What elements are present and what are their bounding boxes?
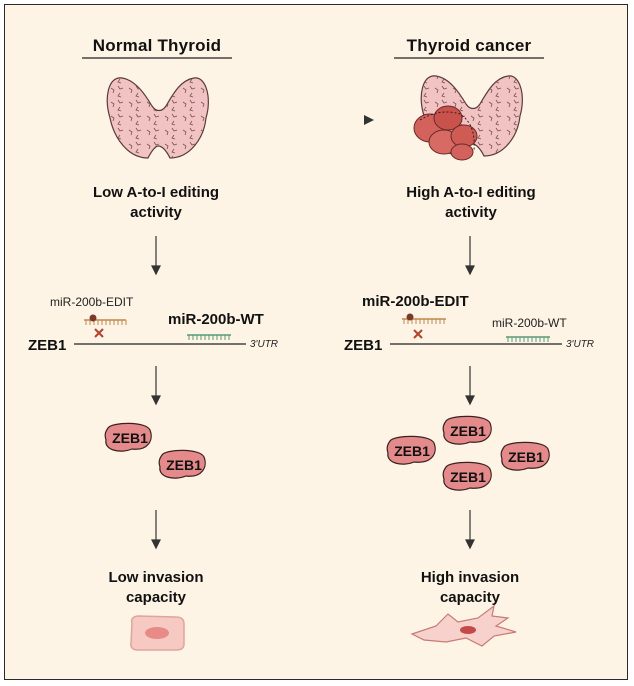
left-editing-line2: activity [130, 204, 182, 221]
right-editing-line1: High A-to-I editing [406, 184, 536, 201]
normal-thyroid-icon [106, 77, 209, 159]
left-protein-2 [158, 449, 206, 479]
right-protein-3 [500, 441, 550, 471]
left-editing-line1: Low A-to-I editing [92, 184, 220, 201]
right-utr-label: 3'UTR [566, 339, 595, 350]
right-title: Thyroid cancer [406, 36, 532, 55]
right-wt-mirna [506, 336, 550, 342]
right-protein-3-label: ZEB1 [508, 449, 544, 465]
right-inhibit-mark [413, 329, 423, 339]
right-editing-caption: High A-to-I editing activity [366, 183, 576, 223]
left-title: Normal Thyroid [92, 36, 222, 55]
left-wt-mirna [187, 334, 231, 340]
right-gene-label: ZEB1 [344, 337, 383, 354]
left-edit-mirna [84, 314, 127, 325]
left-inhibit-mark [94, 328, 104, 338]
right-invasion-line2: capacity [439, 589, 501, 606]
cancer-thyroid-icon [413, 75, 523, 161]
left-utr-label: 3'UTR [250, 339, 279, 350]
left-gene-label: ZEB1 [28, 337, 67, 354]
right-protein-4-label: ZEB1 [450, 469, 486, 485]
left-protein-1-label: ZEB1 [112, 430, 148, 446]
right-protein-2 [386, 435, 436, 465]
right-invasion-caption: High invasion capacity [390, 568, 550, 608]
right-mir-wt-label: miR-200b-WT [492, 316, 567, 330]
left-editing-caption: Low A-to-I editing activity [56, 183, 256, 223]
left-protein-2-label: ZEB1 [166, 457, 202, 473]
right-edit-mirna [402, 313, 446, 324]
right-protein-4 [442, 461, 492, 491]
left-mir-wt-label: miR-200b-WT [168, 311, 264, 328]
zeb1-protein-shapes [104, 415, 550, 491]
transition-arrowhead [364, 115, 374, 125]
left-mir-edit-label: miR-200b-EDIT [50, 295, 134, 309]
left-invasion-line2: capacity [125, 589, 187, 606]
flow-arrows [151, 236, 475, 550]
right-protein-1 [442, 415, 492, 445]
right-protein-2-label: ZEB1 [394, 443, 430, 459]
epithelial-cell-icon [130, 615, 185, 651]
right-invasion-line1: High invasion [420, 569, 520, 586]
right-editing-line2: activity [445, 204, 497, 221]
left-invasion-line1: Low invasion [108, 569, 204, 586]
left-protein-1 [104, 422, 152, 452]
right-mir-edit-label: miR-200b-EDIT [362, 293, 469, 310]
right-protein-1-label: ZEB1 [450, 423, 486, 439]
mesenchymal-cell-icon [410, 604, 517, 647]
left-invasion-caption: Low invasion capacity [76, 568, 236, 608]
